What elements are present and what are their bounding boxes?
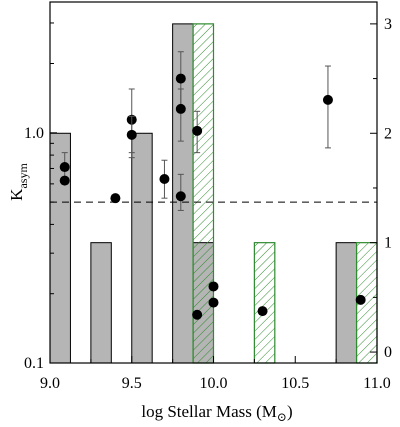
axis-ticks: 9.0 9.5 10.0 10.5 11.0 0.1 1.0 0 1 2 3 <box>24 16 392 392</box>
y-left-tick-label: 1.0 <box>24 125 44 142</box>
data-point-0 <box>59 162 70 173</box>
x-tick-label: 11.0 <box>363 375 390 392</box>
x-axis-title-sub: ⊙ <box>277 410 287 424</box>
x-axis-title-close: ) <box>287 402 293 421</box>
y-right-tick-label: 3 <box>384 16 392 33</box>
gray-bar-2 <box>90 242 112 364</box>
green-hatched-histogram <box>192 23 378 364</box>
data-point-11 <box>208 281 219 292</box>
data-point-4 <box>126 129 137 140</box>
data-point-5 <box>159 173 170 184</box>
data-point-9 <box>192 125 203 136</box>
gray-bar-14 <box>335 242 358 364</box>
data-point-14 <box>322 94 333 105</box>
y-axis-title: Kasym <box>7 163 30 201</box>
y-axis-title-main: K <box>7 188 26 201</box>
y-right-tick-label: 1 <box>384 235 392 252</box>
data-point-13 <box>257 306 268 317</box>
y-right-tick-label: 2 <box>384 125 392 142</box>
data-point-2 <box>110 193 121 204</box>
green-bar-1 <box>253 242 276 364</box>
x-tick-label: 10.0 <box>200 375 228 392</box>
data-point-15 <box>355 294 366 305</box>
x-axis-title-main: log Stellar Mass (M <box>141 402 277 421</box>
y-axis-title-sub: asym <box>16 163 30 189</box>
y-right-tick-label: 0 <box>384 344 392 361</box>
x-tick-label: 9.0 <box>40 375 60 392</box>
data-point-10 <box>192 309 203 320</box>
y-left-tick-label: 0.1 <box>24 355 44 372</box>
data-point-8 <box>175 191 186 202</box>
data-point-7 <box>175 103 186 114</box>
gray-bar-4 <box>131 132 153 364</box>
x-tick-label: 10.5 <box>281 375 309 392</box>
x-axis-title: log Stellar Mass (M⊙) <box>141 402 292 424</box>
x-tick-label: 9.5 <box>122 375 142 392</box>
data-point-1 <box>59 175 70 186</box>
data-point-12 <box>208 297 219 308</box>
data-point-6 <box>175 73 186 84</box>
data-points <box>59 51 366 320</box>
